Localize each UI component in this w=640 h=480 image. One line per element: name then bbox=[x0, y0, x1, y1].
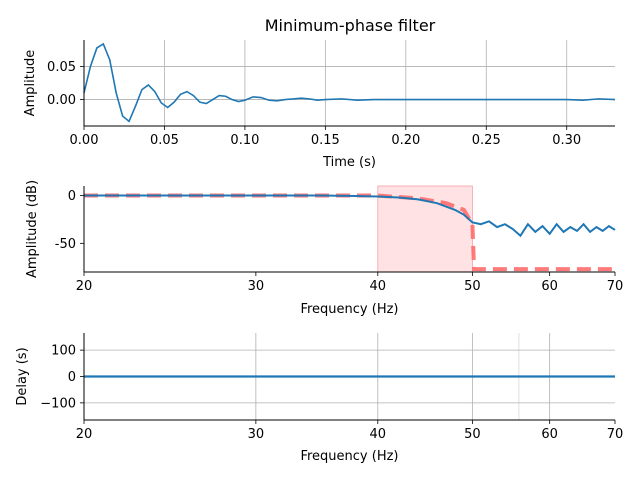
chart-title: Minimum-phase filter bbox=[265, 16, 436, 35]
y-tick-label: 0.00 bbox=[47, 93, 76, 108]
x-tick-label: 40 bbox=[370, 427, 387, 442]
x-tick-label: 20 bbox=[76, 427, 93, 442]
x-tick-label: 70 bbox=[607, 279, 624, 294]
x-tick-label: 0.00 bbox=[70, 133, 99, 148]
impulse-line bbox=[83, 42, 616, 123]
x-tick-label: 30 bbox=[248, 279, 265, 294]
magnitude-line bbox=[84, 194, 616, 238]
magnitude-response-panel: 20 30 40 50 60 70 0 -50 Frequency (Hz) Amplitude … bbox=[25, 180, 623, 317]
y-tick-label: 0.05 bbox=[47, 60, 76, 75]
x-tick-label: 60 bbox=[541, 427, 558, 442]
x-tick-label: 0.25 bbox=[472, 133, 501, 148]
x-tick-label: 70 bbox=[607, 427, 624, 442]
x-tick-label: 0.30 bbox=[552, 133, 581, 148]
x-axis-label: Time (s) bbox=[322, 155, 376, 170]
x-tick-label: 20 bbox=[76, 279, 93, 294]
y-axis-label: Amplitude (dB) bbox=[25, 180, 40, 278]
y-tick-label: −100 bbox=[40, 396, 76, 411]
x-tick-label: 0.15 bbox=[311, 133, 340, 148]
x-tick-label: 40 bbox=[370, 279, 387, 294]
y-axis-label: Delay (s) bbox=[15, 347, 30, 405]
impulse-response-panel: 0.00 0.05 0.10 0.15 0.20 0.25 0.30 0.00 0.05 Time… bbox=[23, 40, 616, 170]
x-tick-label: 0.10 bbox=[230, 133, 259, 148]
y-tick-label: 0 bbox=[68, 370, 76, 385]
x-tick-label: 50 bbox=[464, 427, 481, 442]
x-tick-label: 0.05 bbox=[150, 133, 179, 148]
x-tick-label: 0.20 bbox=[391, 133, 420, 148]
y-axis-label: Amplitude bbox=[23, 50, 38, 117]
x-tick-label: 50 bbox=[464, 279, 481, 294]
y-tick-label: 0 bbox=[68, 189, 76, 204]
x-axis-label: Frequency (Hz) bbox=[300, 449, 398, 464]
x-tick-label: 60 bbox=[541, 279, 558, 294]
y-tick-label: -50 bbox=[55, 237, 76, 252]
y-tick-label: 100 bbox=[51, 344, 76, 359]
x-axis-label: Frequency (Hz) bbox=[300, 302, 398, 317]
x-tick-label: 30 bbox=[248, 427, 265, 442]
group-delay-panel: 20 30 40 50 60 70 100 0 −100 Frequency (Hz) Delay … bbox=[15, 333, 623, 464]
